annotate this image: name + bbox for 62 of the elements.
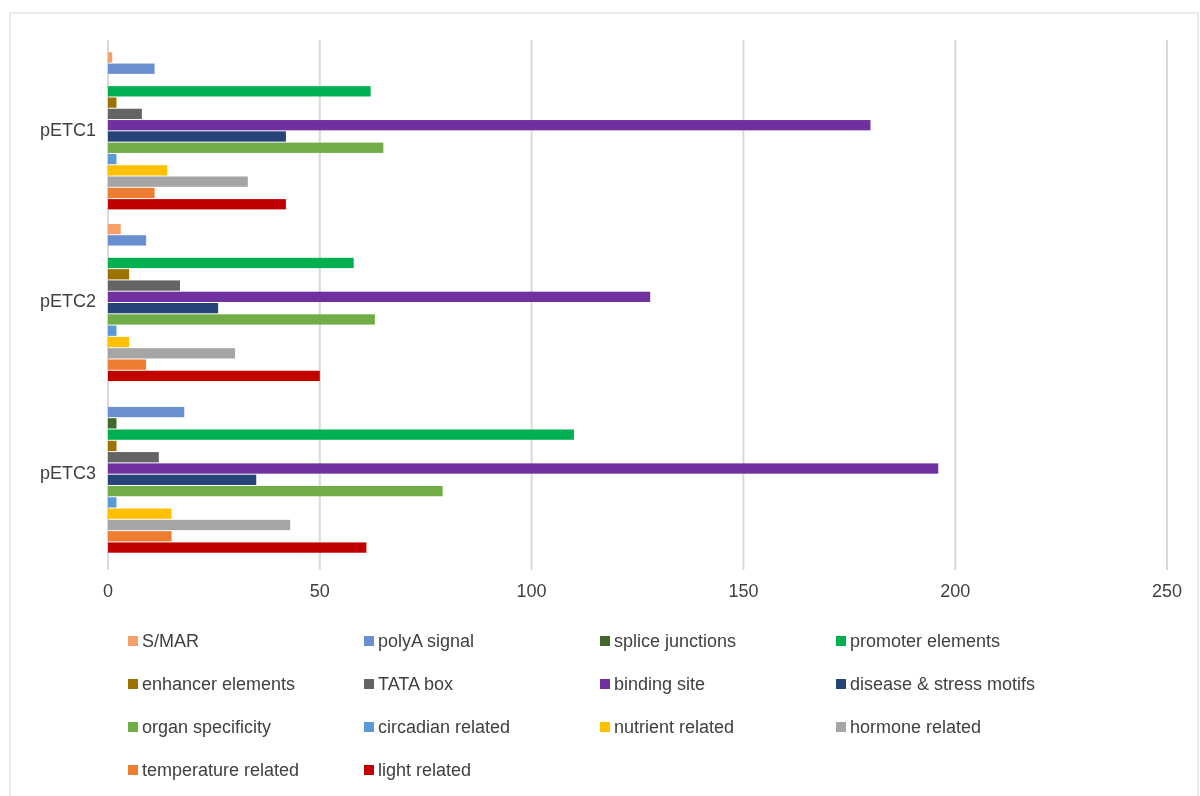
bar (108, 291, 651, 302)
y-tick-label: pETC3 (39, 462, 96, 483)
x-tick-label: 200 (940, 581, 971, 601)
bar (108, 120, 871, 131)
bar (108, 257, 354, 269)
bar (108, 359, 147, 370)
y-tick-label: pETC1 (39, 119, 96, 140)
bar (108, 153, 117, 165)
legend-label: hormone related (850, 716, 982, 737)
bar (108, 531, 172, 542)
bar (108, 406, 185, 418)
x-tick-label: 0 (102, 581, 114, 601)
bar (108, 474, 257, 485)
legend-label: promoter elements (850, 630, 1001, 651)
bar (108, 325, 117, 336)
bar (108, 508, 172, 519)
legend-label: light related (378, 759, 472, 780)
legend-label: splice junctions (614, 630, 737, 651)
x-tick-label: 50 (309, 581, 330, 601)
legend-label: TATA box (378, 673, 454, 694)
bar (108, 165, 168, 176)
bar (108, 440, 117, 452)
bar (108, 314, 375, 325)
bar (108, 418, 117, 429)
bar (108, 187, 155, 199)
bar (108, 497, 117, 508)
bar (108, 463, 939, 474)
bar (108, 452, 159, 463)
bar (108, 176, 248, 187)
bar (108, 131, 286, 142)
bar (108, 429, 574, 440)
bar (108, 519, 291, 531)
bar (108, 485, 443, 497)
bar (108, 142, 384, 153)
bar (108, 52, 113, 63)
legend-label: polyA signal (378, 630, 475, 651)
bar (108, 86, 371, 97)
bar (108, 199, 286, 210)
legend-label: S/MAR (142, 630, 200, 651)
bar (108, 97, 117, 108)
bar (108, 370, 320, 382)
bar (108, 542, 367, 553)
legend-label: organ specificity (142, 716, 272, 737)
y-tick-label: pETC2 (39, 291, 96, 312)
legend-label: circadian related (378, 716, 511, 737)
bar (108, 235, 147, 246)
bar (108, 348, 236, 359)
legend-label: nutrient related (614, 716, 735, 737)
legend-label: temperature related (142, 759, 300, 780)
x-tick-label: 150 (728, 581, 759, 601)
bar (108, 63, 155, 74)
x-tick-label: 100 (516, 581, 547, 601)
legend-label: enhancer elements (142, 673, 296, 694)
bar (108, 303, 219, 314)
legend-label: binding site (614, 673, 706, 694)
bar (108, 108, 142, 120)
legend-label: disease & stress motifs (850, 673, 1036, 694)
bar (108, 280, 181, 291)
bar (108, 336, 130, 348)
bar (108, 223, 121, 235)
bar (108, 269, 130, 280)
x-tick-label: 250 (1151, 581, 1183, 601)
